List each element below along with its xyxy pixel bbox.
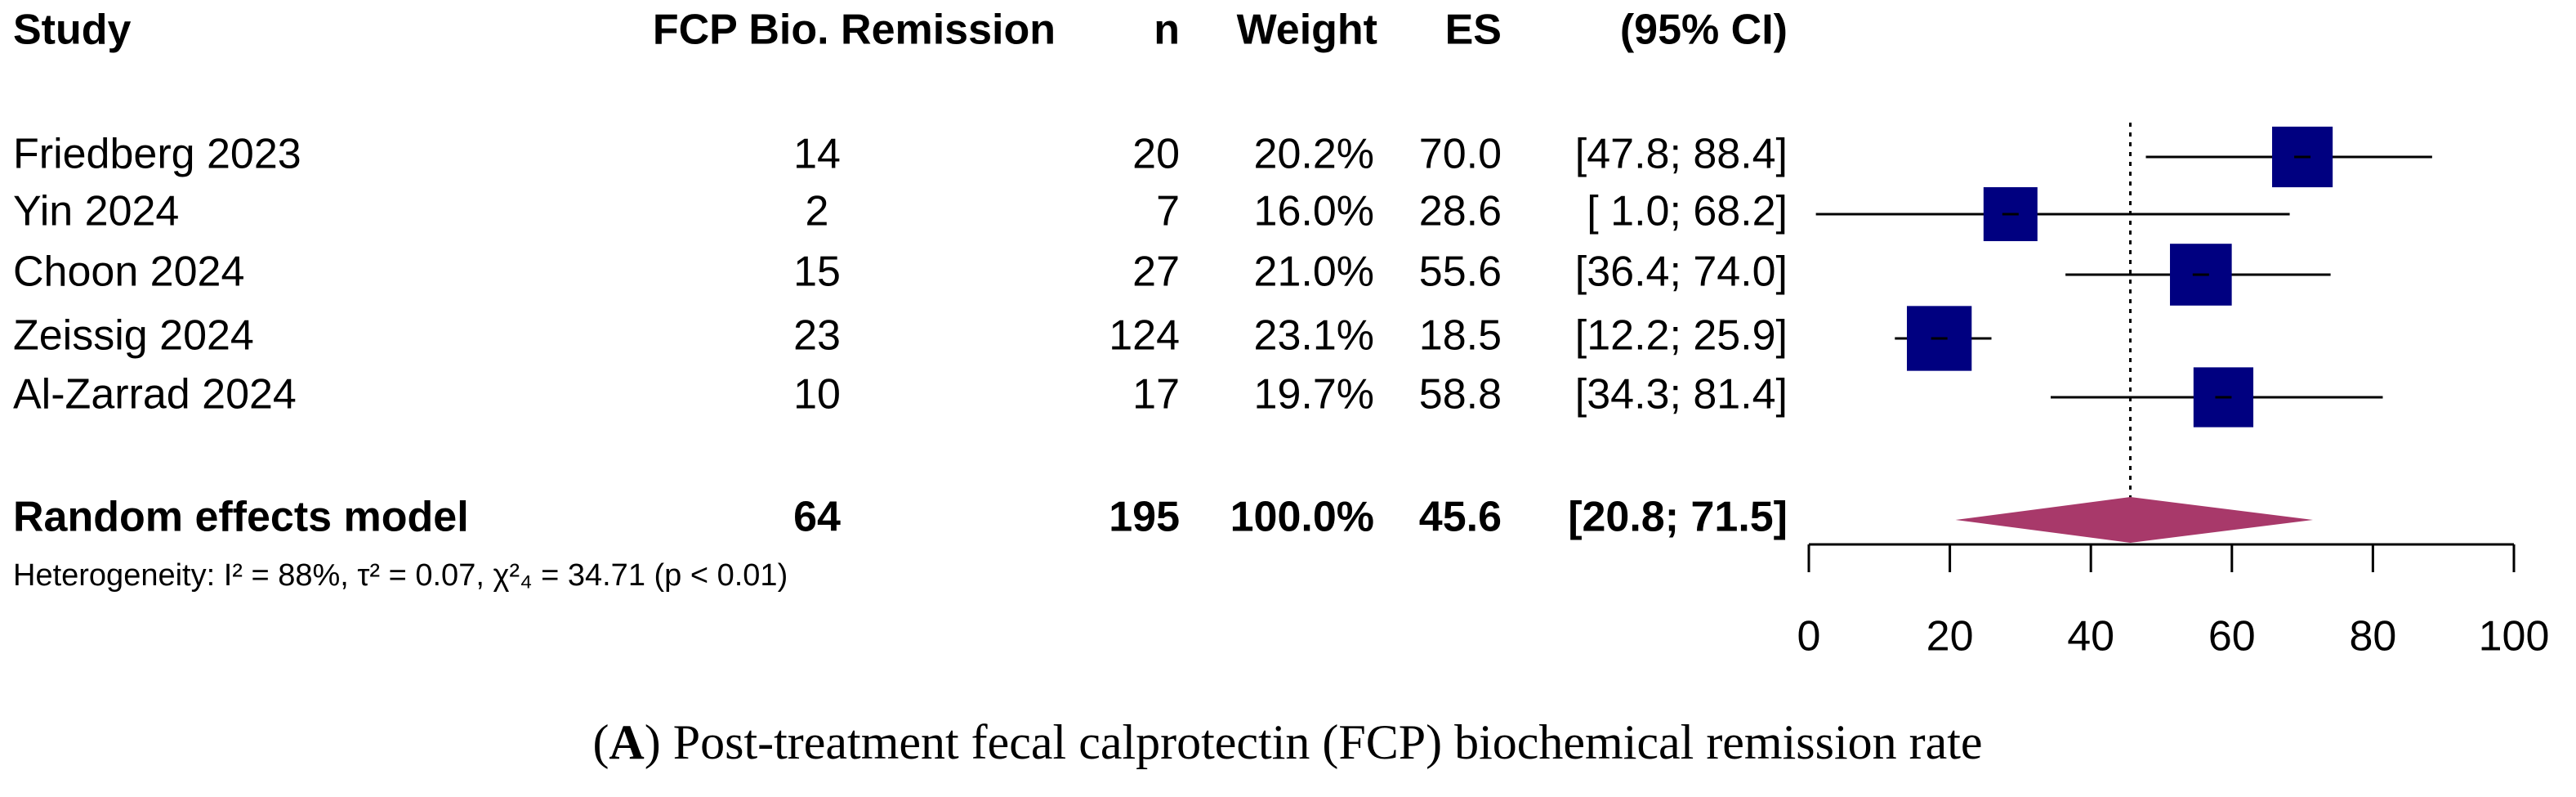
events: 14: [793, 131, 841, 178]
effect-size: 70.0: [1419, 131, 1502, 178]
study-name: Yin 2024: [13, 188, 179, 235]
effect-size: 45.6: [1419, 494, 1502, 541]
events: 64: [793, 494, 841, 541]
confidence-interval: [ 1.0; 68.2]: [1587, 188, 1788, 235]
header-ci: (95% CI): [1620, 7, 1788, 54]
effect-size: 55.6: [1419, 249, 1502, 296]
caption-text: ) Post-treatment fecal calprotectin (FCP…: [645, 715, 1983, 769]
weight: 20.2%: [1254, 131, 1374, 178]
n: 124: [1109, 312, 1180, 360]
x-tick-label: 60: [2208, 613, 2256, 660]
n: 7: [1156, 188, 1180, 235]
weight: 100.0%: [1230, 494, 1374, 541]
confidence-interval: [47.8; 88.4]: [1575, 131, 1788, 178]
study-name: Al-Zarrad 2024: [13, 371, 297, 419]
x-tick-label: 20: [1926, 613, 1974, 660]
events: 10: [793, 371, 841, 419]
confidence-interval: [34.3; 81.4]: [1575, 371, 1788, 419]
x-tick-label: 0: [1797, 613, 1821, 660]
events: 15: [793, 249, 841, 296]
n: 17: [1132, 371, 1180, 419]
heterogeneity: Heterogeneity: I² = 88%, τ² = 0.07, χ²₄ …: [13, 558, 788, 593]
n: 195: [1109, 494, 1180, 541]
weight: 21.0%: [1254, 249, 1374, 296]
study-name: Zeissig 2024: [13, 312, 254, 360]
weight: 23.1%: [1254, 312, 1374, 360]
effect-size: 58.8: [1419, 371, 1502, 419]
x-tick-label: 100: [2479, 613, 2550, 660]
pooled-diamond: [1955, 497, 2314, 543]
x-tick-label: 40: [2067, 613, 2114, 660]
study-name: Random effects model: [13, 494, 469, 541]
confidence-interval: [36.4; 74.0]: [1575, 249, 1788, 296]
events: 23: [793, 312, 841, 360]
header-events: FCP Bio. Remission: [653, 7, 1056, 54]
confidence-interval: [12.2; 25.9]: [1575, 312, 1788, 360]
caption-open: (: [592, 715, 609, 769]
confidence-interval: [20.8; 71.5]: [1568, 494, 1788, 541]
n: 20: [1132, 131, 1180, 178]
caption-label: A: [609, 715, 644, 769]
x-tick-label: 80: [2349, 613, 2396, 660]
caption: (A) Post-treatment fecal calprotectin (F…: [592, 715, 1982, 769]
header-es: ES: [1445, 7, 1502, 54]
events: 2: [806, 188, 829, 235]
header-weight: Weight: [1237, 7, 1377, 54]
weight: 19.7%: [1254, 371, 1374, 419]
study-name: Choon 2024: [13, 249, 244, 296]
effect-size: 28.6: [1419, 188, 1502, 235]
header-study: Study: [13, 7, 132, 54]
study-name: Friedberg 2023: [13, 131, 301, 178]
header-n: n: [1154, 7, 1180, 54]
weight: 16.0%: [1254, 188, 1374, 235]
n: 27: [1132, 249, 1180, 296]
effect-size: 18.5: [1419, 312, 1502, 360]
